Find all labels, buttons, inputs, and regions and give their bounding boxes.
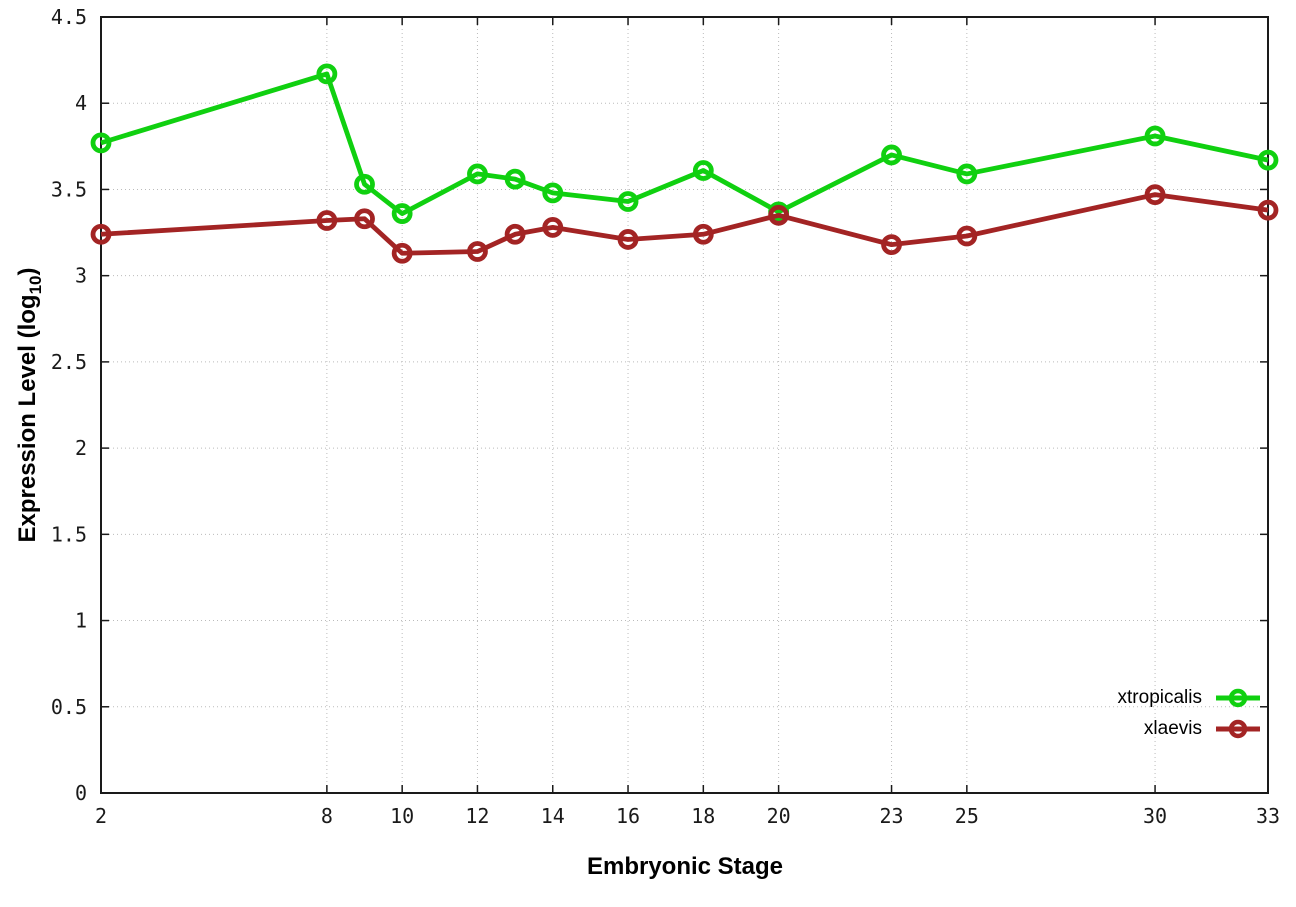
series-line-xtropicalis (100, 71, 1269, 216)
y-axis-title-subscript: 10 (25, 275, 45, 295)
x-tick-label: 33 (1256, 804, 1280, 828)
data-point-xlaevis (881, 234, 902, 256)
data-point-xlaevis (956, 225, 978, 247)
data-point-xlaevis (617, 229, 639, 250)
x-tick-label: 25 (955, 804, 979, 828)
data-point-xtropicalis (1144, 125, 1166, 147)
y-tick-label: 0.5 (51, 695, 87, 719)
data-point-xlaevis (316, 210, 338, 231)
x-tick-label: 14 (541, 804, 565, 828)
data-point-xtropicalis (90, 132, 112, 154)
x-tick-label: 12 (465, 804, 489, 828)
x-tick-label: 2 (95, 804, 107, 828)
data-point-xtropicalis (617, 191, 639, 212)
data-point-xlaevis (90, 223, 112, 245)
data-point-xlaevis (504, 223, 526, 245)
y-tick-label: 3.5 (51, 177, 87, 201)
x-tick-label: 20 (767, 804, 791, 828)
data-point-xtropicalis (391, 203, 413, 224)
x-tick-label: 10 (390, 804, 414, 828)
data-point-xlaevis (1144, 184, 1166, 206)
data-point-xtropicalis (1257, 149, 1279, 171)
plot-border (100, 16, 1269, 794)
x-tick-label: 23 (880, 804, 904, 828)
x-tick-label: 18 (691, 804, 715, 828)
data-point-xtropicalis (354, 173, 375, 195)
y-tick-label: 2.5 (51, 350, 87, 374)
y-tick-label: 4 (75, 91, 87, 115)
legend: xtropicalis xlaevis (1118, 686, 1262, 741)
legend-item-xlaevis: xlaevis (1144, 717, 1262, 741)
data-point-xtropicalis (692, 160, 714, 181)
data-point-xlaevis (391, 242, 413, 264)
data-point-xlaevis (768, 204, 790, 226)
data-point-xtropicalis (316, 63, 338, 85)
y-tick-label: 0 (75, 781, 87, 805)
x-tick-label: 30 (1143, 804, 1167, 828)
x-tick-label: 16 (616, 804, 640, 828)
y-axis-title: Expression Level (log10) (14, 268, 46, 543)
y-tick-label: 2 (75, 436, 87, 460)
x-axis-title: Embryonic Stage (586, 853, 784, 880)
legend-label-xlaevis: xlaevis (1143, 718, 1202, 739)
y-axis-title-text: Expression Level (log (14, 294, 42, 543)
y-tick-label: 4.5 (51, 5, 87, 29)
y-tick-label: 1 (75, 609, 87, 633)
data-point-xtropicalis (467, 163, 488, 185)
data-point-xlaevis (1257, 199, 1279, 221)
y-tick-label: 3 (75, 264, 87, 288)
data-point-xlaevis (692, 223, 714, 245)
data-point-xtropicalis (542, 182, 564, 204)
data-point-xlaevis (542, 216, 564, 238)
data-point-xlaevis (467, 241, 488, 262)
data-point-xtropicalis (956, 163, 978, 185)
data-point-xtropicalis (504, 168, 526, 190)
x-tick-label: 8 (321, 804, 333, 828)
series-line-xlaevis (100, 192, 1269, 256)
legend-item-xtropicalis: xtropicalis (1118, 686, 1262, 710)
legend-label-xtropicalis: xtropicalis (1117, 687, 1202, 708)
data-point-xlaevis (354, 208, 375, 230)
y-tick-label: 1.5 (51, 522, 87, 546)
legend-marker-xlaevis (1216, 719, 1260, 739)
y-axis-title-suffix: ) (14, 267, 42, 276)
data-point-xtropicalis (881, 144, 902, 166)
legend-marker-xtropicalis (1216, 688, 1260, 708)
